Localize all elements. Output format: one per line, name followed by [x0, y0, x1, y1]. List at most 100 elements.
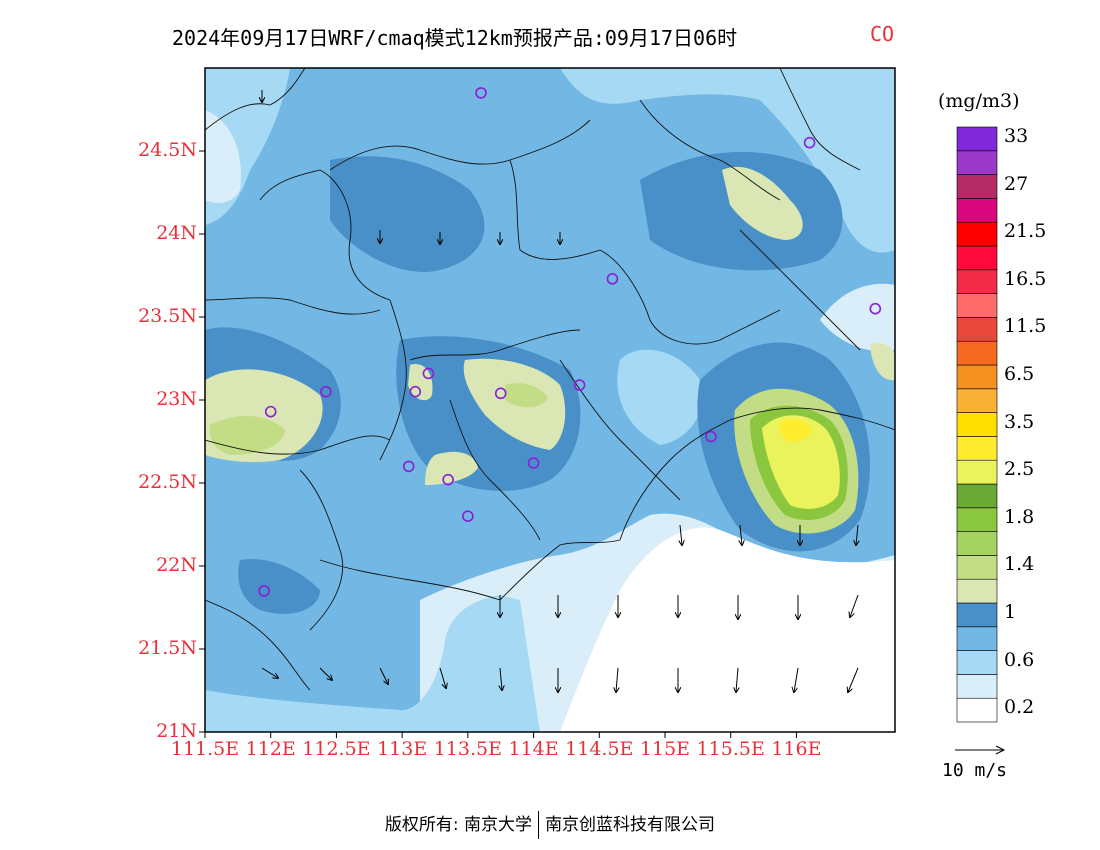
boundary-line [205, 435, 391, 455]
coastline [729, 407, 895, 431]
legend-swatch [956, 126, 998, 152]
copyright-right: 南京创蓝科技有限公司 [545, 815, 716, 835]
coastal-light-zone [617, 349, 703, 445]
legend-label: 21.5 [1004, 220, 1047, 243]
title-text: 2024年09月17日WRF/cmaq模式12km预报产品:09月17日06时 [172, 26, 738, 50]
legend-unit: (mg/m3) [938, 90, 1020, 112]
legend-label: 1.8 [1004, 505, 1035, 528]
legend-label: 27 [1004, 172, 1029, 195]
lat-tick-label: 22.5N [138, 471, 197, 493]
boundary-line [329, 119, 591, 171]
band-1-south [425, 451, 478, 485]
ocean-clean-zone [560, 527, 895, 732]
station-marker [258, 585, 270, 597]
legend-swatch [956, 174, 998, 199]
lon-tick-label: 113.5E [433, 738, 502, 760]
lon-tick-label: 113E [377, 738, 428, 760]
boundary-line [299, 469, 344, 631]
legend-label: 1 [1004, 601, 1017, 623]
coastline [205, 599, 311, 691]
wind-ref-arrow-head [995, 745, 1006, 755]
plume-inner [762, 415, 840, 509]
boundary-line [259, 169, 391, 301]
station-marker [527, 457, 540, 469]
station-marker [606, 273, 619, 285]
wind-arrow [616, 667, 618, 692]
east-clean-zone [820, 283, 895, 352]
boundaries [205, 68, 895, 691]
legend-swatch [956, 150, 998, 175]
axis-ticks [199, 150, 797, 738]
legend-swatch [956, 293, 998, 318]
wind-arrow [848, 667, 859, 692]
legend-swatch [956, 578, 998, 604]
legend-swatch [956, 364, 998, 390]
copyright-footer: 版权所有: 南京大学 南京创蓝科技有限公司 [0, 810, 1100, 839]
legend-label: 16.5 [1004, 267, 1047, 290]
boundary-line [205, 68, 306, 131]
wind-arrow [794, 667, 799, 692]
legend-swatch [956, 483, 998, 509]
boundary-line [559, 359, 681, 501]
band-1_4-prd [505, 383, 548, 408]
dark-zone-north [330, 156, 485, 272]
station-marker [803, 136, 816, 149]
lat-tick-label: 21N [156, 720, 197, 742]
station-marker [320, 385, 332, 398]
legend-swatch [956, 459, 998, 485]
legend-label: 11.5 [1004, 315, 1047, 338]
station-marker [705, 430, 717, 443]
wind-arrow [856, 524, 858, 545]
boundary-line [409, 329, 581, 361]
station-marker [442, 473, 454, 486]
station-marker [869, 302, 882, 315]
station-marker [462, 510, 474, 523]
lat-tick-label: 22N [156, 554, 197, 576]
wind-vectors [262, 90, 858, 692]
legend-swatch [956, 674, 998, 699]
legend-swatch [956, 198, 998, 223]
southwest-light-zone [205, 595, 540, 732]
legend-swatch [956, 340, 998, 366]
station-marker [573, 379, 586, 391]
species-label: CO [870, 22, 895, 46]
legend-swatch [956, 626, 998, 651]
station-marker [409, 385, 422, 398]
lat-tick-label: 24.5N [138, 139, 197, 161]
lat-tick-label: 24N [156, 222, 197, 244]
legend-label: 3.5 [1004, 410, 1035, 433]
legend-swatch [956, 317, 998, 342]
legend-swatch [956, 602, 998, 628]
wind-arrow [261, 667, 278, 678]
legend-swatch [956, 650, 998, 675]
legend-label: 6.5 [1004, 363, 1035, 385]
wind-reference-label: 10 m/s [942, 760, 1008, 781]
wind-arrow [500, 667, 502, 690]
wind-arrow [379, 667, 388, 684]
legend-colorbar [956, 126, 998, 723]
footer-divider [538, 811, 540, 839]
legend-label: 0.6 [1004, 648, 1035, 671]
lon-tick-label: 115E [639, 738, 691, 760]
legend-swatch [956, 507, 998, 532]
lon-tick-label: 112E [245, 738, 296, 760]
band-1-foshan [408, 364, 433, 401]
boundary-line [639, 99, 781, 201]
lon-tick-label: 114.5E [565, 738, 634, 760]
station-marker [494, 387, 507, 400]
map-field [205, 68, 895, 732]
legend-swatch [956, 412, 998, 437]
wind-arrow [680, 524, 682, 545]
copyright-left: 版权所有: 南京大学 [384, 815, 533, 835]
station-marker [475, 87, 487, 99]
coastline [319, 559, 501, 601]
boundary-line [599, 249, 781, 345]
boundary-line [205, 297, 381, 315]
station-marker [402, 460, 415, 473]
dark-zone-southwest [238, 559, 320, 614]
legend-label: 33 [1004, 125, 1029, 147]
northwest-clean-zone [205, 110, 241, 203]
legend-swatch [956, 697, 998, 723]
legend-swatch [956, 388, 998, 413]
